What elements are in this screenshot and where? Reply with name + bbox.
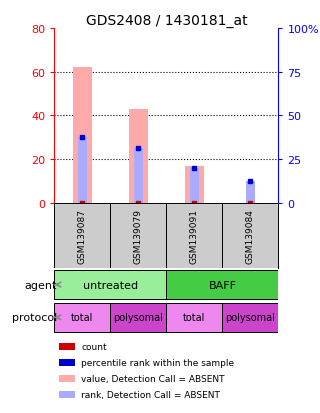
Bar <box>110 303 166 332</box>
Bar <box>59 343 75 350</box>
Bar <box>73 68 92 203</box>
Text: total: total <box>183 313 205 323</box>
Bar <box>245 181 255 203</box>
Text: agent: agent <box>25 280 57 290</box>
Text: total: total <box>71 313 93 323</box>
Bar <box>222 303 278 332</box>
Text: count: count <box>81 342 107 351</box>
Bar <box>59 359 75 366</box>
Text: GSM139087: GSM139087 <box>78 209 87 263</box>
Text: rank, Detection Call = ABSENT: rank, Detection Call = ABSENT <box>81 390 220 399</box>
Bar <box>54 303 110 332</box>
Text: percentile rank within the sample: percentile rank within the sample <box>81 358 235 367</box>
Text: BAFF: BAFF <box>208 280 236 290</box>
Text: untreated: untreated <box>83 280 138 290</box>
Text: value, Detection Call = ABSENT: value, Detection Call = ABSENT <box>81 374 225 383</box>
Bar <box>185 166 204 203</box>
Bar <box>166 303 222 332</box>
Text: GSM139084: GSM139084 <box>246 209 255 263</box>
Text: GSM139079: GSM139079 <box>134 209 143 263</box>
Text: GSM139091: GSM139091 <box>190 209 199 263</box>
Bar <box>59 375 75 382</box>
Bar <box>189 169 199 203</box>
Bar <box>54 270 166 299</box>
Bar <box>77 138 87 203</box>
Bar <box>129 109 148 203</box>
Text: polysomal: polysomal <box>226 313 275 323</box>
Title: GDS2408 / 1430181_at: GDS2408 / 1430181_at <box>85 14 247 28</box>
Text: polysomal: polysomal <box>114 313 163 323</box>
Bar <box>133 149 143 203</box>
Bar <box>166 270 278 299</box>
Bar <box>59 391 75 399</box>
Text: protocol: protocol <box>12 313 57 323</box>
